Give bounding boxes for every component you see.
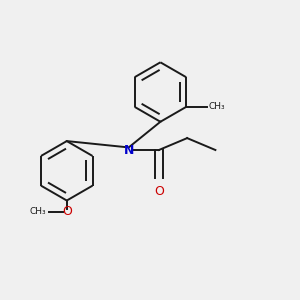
Text: CH₃: CH₃ [29,207,46,216]
Text: N: N [124,143,134,157]
Text: O: O [62,205,72,218]
Text: O: O [154,185,164,198]
Text: CH₃: CH₃ [209,102,225,111]
